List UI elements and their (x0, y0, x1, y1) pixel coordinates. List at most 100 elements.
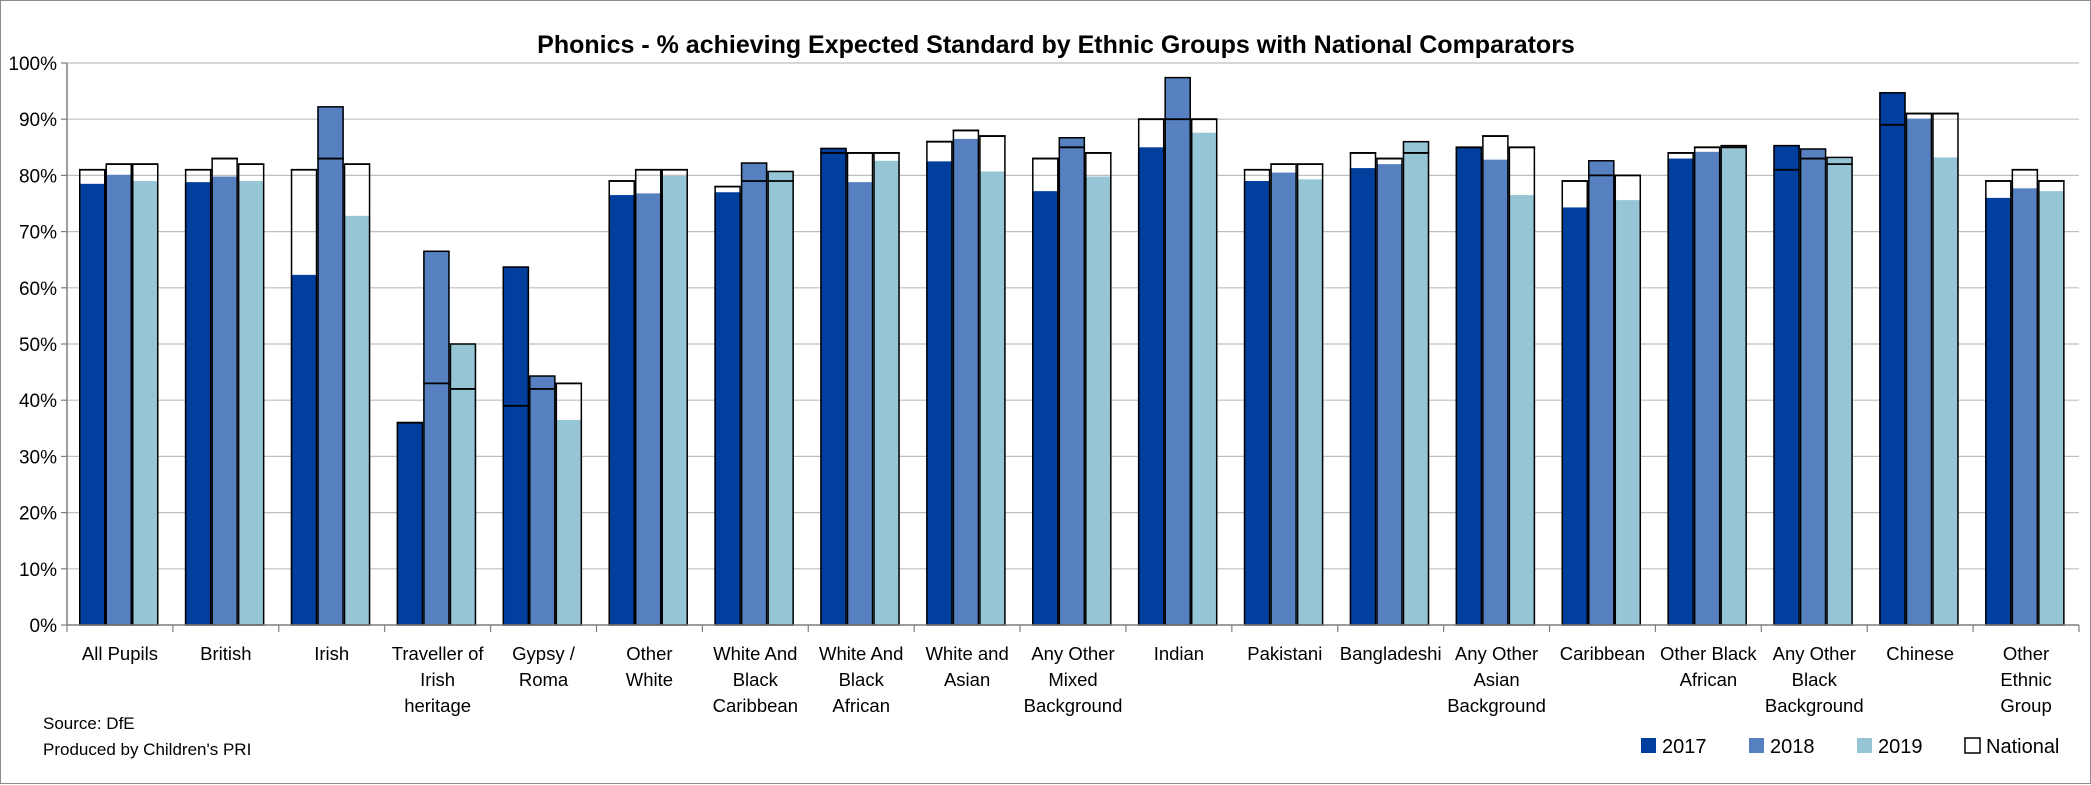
y-tick-label: 100% (8, 54, 57, 75)
bar-2017 (1137, 147, 1165, 626)
bar-2019 (2038, 191, 2065, 626)
bar-2018 (740, 163, 768, 625)
legend-label: 2017 (1662, 736, 1707, 758)
bar-2017 (1349, 168, 1377, 625)
bar-2018 (211, 176, 238, 626)
bar-2019 (661, 175, 688, 625)
bar-2017 (1455, 147, 1483, 626)
bar-2017 (926, 161, 953, 625)
bar-2019 (1296, 179, 1324, 626)
bar-2018 (2011, 188, 2039, 626)
y-tick-label: 30% (19, 447, 57, 468)
legend-swatch-National (1964, 737, 1981, 754)
bar-2017 (290, 274, 318, 625)
y-tick-label: 60% (19, 279, 57, 300)
legend-label: National (1986, 736, 2059, 758)
x-tick-label: Indian (1154, 643, 1204, 664)
bar-2018 (1164, 77, 1191, 625)
bar-2019 (132, 181, 159, 625)
bar-2019 (555, 419, 583, 625)
y-tick-label: 20% (19, 504, 57, 525)
x-tick-label: White and Asian (925, 643, 1008, 690)
bar-2018 (634, 193, 662, 625)
bar-2019 (237, 181, 265, 625)
y-tick-label: 10% (19, 560, 57, 581)
produced-by-note: Produced by Children's PRI (43, 740, 251, 759)
bar-2019 (449, 344, 477, 625)
bar-2018 (1482, 159, 1509, 625)
x-tick-label: Traveller of Irish heritage (392, 643, 485, 716)
legend-swatch-2018 (1749, 738, 1764, 753)
bar-2018 (952, 138, 980, 625)
bar-2017 (714, 192, 741, 625)
x-tick-label: Chinese (1886, 643, 1954, 664)
bar-2017 (1667, 158, 1694, 626)
bar-2017 (79, 183, 106, 625)
bar-2017 (1243, 181, 1271, 625)
x-tick-label: British (200, 643, 251, 664)
bar-2018 (105, 174, 132, 625)
bar-2017 (184, 182, 212, 626)
y-tick-label: 90% (19, 110, 57, 131)
chart-title: Phonics - % achieving Expected Standard … (537, 31, 1575, 59)
x-tick-label: Other White (626, 643, 673, 690)
bar-2018 (1270, 172, 1297, 625)
bar-2019 (1720, 145, 1747, 625)
bar-2017 (1985, 197, 2012, 625)
bar-2018 (846, 182, 874, 626)
bar-2019 (979, 171, 1006, 625)
x-tick-label: Bangladeshi (1340, 643, 1442, 664)
x-tick-label: Pakistani (1247, 643, 1322, 664)
bar-2019 (1826, 157, 1853, 625)
bar-2019 (343, 215, 371, 625)
legend-label: 2019 (1878, 736, 1923, 758)
x-tick-label: Gypsy / Roma (512, 643, 576, 690)
bar-2017 (1773, 145, 1800, 625)
source-note: Source: DfE (43, 714, 135, 733)
bar-2017 (608, 195, 635, 625)
bar-2019 (1085, 176, 1112, 626)
bar-2018 (317, 106, 344, 625)
y-tick-label: 80% (19, 166, 57, 187)
bar-2019 (767, 171, 794, 625)
x-tick-label: Any Other Black Background (1765, 643, 1864, 716)
x-tick-label: All Pupils (82, 643, 158, 664)
bar-2018 (1905, 118, 1933, 625)
bar-2017 (502, 267, 530, 625)
bar-2019 (873, 160, 900, 625)
bar-2018 (1376, 164, 1403, 625)
bar-2018 (1588, 160, 1615, 625)
bar-2019 (1614, 200, 1642, 626)
axes: 0% 10% 20% 30% 40% 50% 60% 70% 80% 90% 100% All Pup… (8, 54, 2080, 716)
x-tick-label: Caribbean (1560, 643, 1645, 664)
bar-2018 (1799, 148, 1827, 625)
bar-2017 (1032, 191, 1059, 626)
bar-2019 (1508, 195, 1536, 625)
bar-2018 (529, 376, 556, 625)
x-tick-label: Any Other Asian Background (1447, 643, 1546, 716)
y-tick-label: 50% (19, 335, 57, 356)
x-tick-label: Any Other Mixed Background (1024, 643, 1123, 716)
x-tick-label: Other Ethnic Group (2000, 643, 2051, 716)
bar-2018 (1058, 137, 1086, 625)
legend-label: 2018 (1770, 736, 1815, 758)
bar-2017 (1561, 207, 1589, 625)
bars (79, 76, 2065, 626)
y-tick-label: 70% (19, 223, 57, 244)
bar-2017 (396, 422, 424, 625)
legend-swatch-2017 (1641, 738, 1656, 753)
bar-2019 (1190, 132, 1218, 626)
x-tick-label: White And Black Caribbean (713, 643, 798, 716)
bar-2017 (1879, 92, 1906, 625)
bar-2018 (423, 251, 450, 625)
y-tick-label: 0% (30, 616, 58, 637)
x-tick-label: White And Black African (819, 643, 903, 716)
bar-2019 (1402, 141, 1430, 625)
x-tick-label: Irish (314, 643, 349, 664)
legend: 2017 2018 2019 National (1641, 736, 2059, 758)
x-tick-label: Other Black African (1660, 643, 1757, 690)
bar-2018 (1693, 151, 1721, 625)
bar-2019 (1932, 157, 1959, 625)
